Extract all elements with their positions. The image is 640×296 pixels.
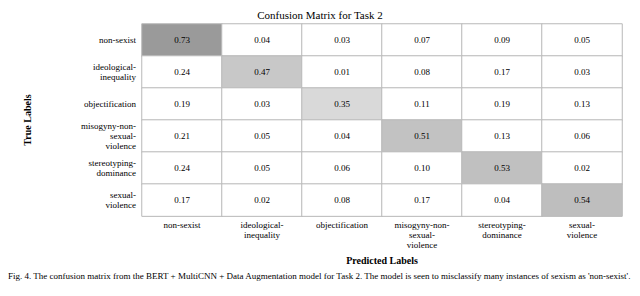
svg-text:inequality: inequality (244, 230, 280, 240)
svg-text:0.03: 0.03 (254, 99, 270, 109)
svg-text:0.53: 0.53 (494, 163, 510, 173)
svg-text:0.03: 0.03 (334, 35, 350, 45)
svg-text:Confusion Matrix for Task 2: Confusion Matrix for Task 2 (257, 9, 383, 21)
svg-text:0.11: 0.11 (414, 99, 429, 109)
svg-text:sexual-: sexual- (110, 131, 136, 141)
html-text:Fig. 4. The confusion matrix f: Fig. 4. The confusion matrix from the BE… (8, 271, 631, 281)
svg-text:0.06: 0.06 (334, 163, 350, 173)
svg-text:0.19: 0.19 (174, 99, 190, 109)
svg-text:0.04: 0.04 (334, 131, 350, 141)
svg-text:0.05: 0.05 (574, 35, 590, 45)
svg-text:sexual-: sexual- (569, 220, 595, 230)
svg-text:misogyny-non-: misogyny-non- (395, 220, 450, 230)
svg-text:inequality: inequality (100, 72, 136, 82)
svg-text:stereotyping-: stereotyping- (478, 220, 526, 230)
svg-text:0.04: 0.04 (494, 195, 510, 205)
svg-text:sexual-: sexual- (409, 230, 435, 240)
svg-text:0.13: 0.13 (494, 131, 510, 141)
svg-text:non-sexist: non-sexist (99, 35, 136, 45)
svg-text:0.08: 0.08 (414, 67, 430, 77)
svg-text:0.09: 0.09 (494, 35, 510, 45)
svg-text:violence: violence (567, 230, 598, 240)
svg-text:0.47: 0.47 (254, 67, 270, 77)
svg-text:0.17: 0.17 (494, 67, 510, 77)
svg-text:sexual-: sexual- (110, 190, 136, 200)
svg-text:0.07: 0.07 (414, 35, 430, 45)
svg-text:Predicted Labels: Predicted Labels (346, 255, 418, 266)
svg-text:dominance: dominance (482, 230, 522, 240)
svg-text:0.73: 0.73 (174, 35, 190, 45)
svg-text:True Labels: True Labels (22, 94, 33, 145)
svg-text:0.24: 0.24 (174, 67, 190, 77)
svg-text:0.51: 0.51 (414, 131, 430, 141)
svg-text:ideological-: ideological- (93, 62, 136, 72)
svg-text:0.04: 0.04 (254, 35, 270, 45)
svg-text:0.10: 0.10 (414, 163, 430, 173)
svg-text:0.05: 0.05 (254, 163, 270, 173)
svg-text:non-sexist: non-sexist (164, 220, 201, 230)
svg-text:0.17: 0.17 (174, 195, 190, 205)
svg-text:0.21: 0.21 (174, 131, 190, 141)
svg-text:0.35: 0.35 (334, 99, 350, 109)
svg-text:violence: violence (106, 200, 137, 210)
svg-text:0.05: 0.05 (254, 131, 270, 141)
svg-text:objectification: objectification (316, 220, 368, 230)
svg-text:ideological-: ideological- (241, 220, 284, 230)
svg-text:0.13: 0.13 (574, 99, 590, 109)
svg-text:0.02: 0.02 (254, 195, 270, 205)
svg-text:0.08: 0.08 (334, 195, 350, 205)
svg-text:0.54: 0.54 (574, 195, 590, 205)
svg-text:stereotyping-: stereotyping- (89, 158, 137, 168)
svg-text:0.06: 0.06 (574, 131, 590, 141)
svg-text:0.03: 0.03 (574, 67, 590, 77)
svg-text:violence: violence (106, 141, 137, 151)
svg-text:objectification: objectification (84, 99, 136, 109)
svg-text:0.02: 0.02 (574, 163, 590, 173)
svg-text:0.19: 0.19 (494, 99, 510, 109)
svg-text:0.17: 0.17 (414, 195, 430, 205)
svg-text:0.24: 0.24 (174, 163, 190, 173)
svg-text:violence: violence (407, 240, 438, 250)
svg-text:misogyny-non-: misogyny-non- (81, 121, 136, 131)
svg-text:dominance: dominance (97, 168, 137, 178)
svg-text:0.01: 0.01 (334, 67, 350, 77)
